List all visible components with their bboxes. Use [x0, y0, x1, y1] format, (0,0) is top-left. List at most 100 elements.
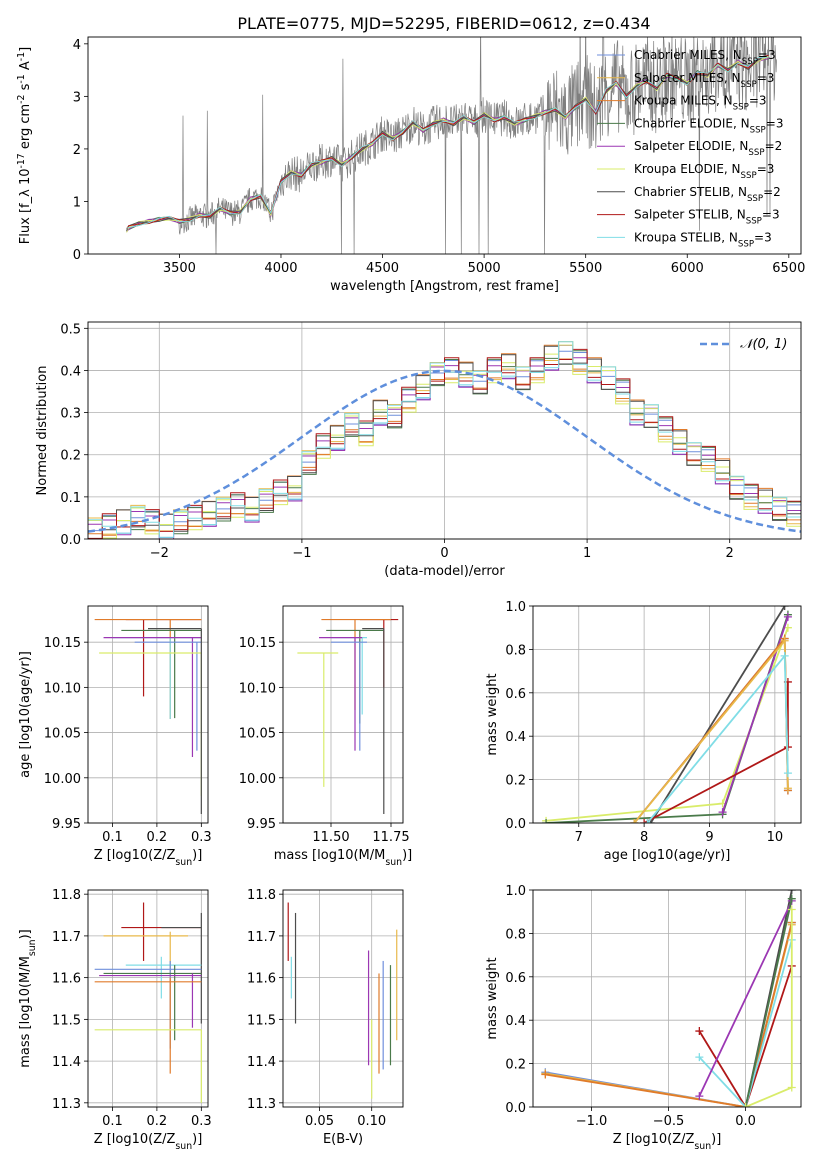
x-tick-label: −0.5 [653, 1114, 685, 1129]
y-tick-label: 0.2 [505, 1058, 526, 1073]
y-tick-label: 0.8 [505, 643, 526, 658]
plot-area [542, 606, 792, 823]
series-line-salpeter_miles [633, 638, 789, 823]
x-tick-label: −1 [292, 546, 311, 561]
y-tick-label: 0.0 [505, 817, 526, 832]
axes-frame [282, 605, 404, 824]
x-tick-label: 10 [767, 830, 784, 845]
x-tick-label: 4500 [366, 261, 399, 276]
y-tick-label: 0.1 [60, 491, 81, 506]
y-tick-label: 10.05 [44, 727, 81, 742]
axes-frame [87, 321, 802, 540]
model-line-kroupa_stelib [126, 56, 769, 229]
y-tick-label: 1.0 [505, 884, 526, 899]
x-tick-label: −1.0 [576, 1114, 608, 1129]
y-tick-label: 10.10 [44, 681, 81, 696]
panel-mass_vs_ebv: 0.05 0.10 11.3 11.4 11.5 11.6 11.7 11.8 E(B-V) [247, 888, 404, 1147]
y-tick-label: 11.8 [52, 888, 81, 903]
point-marker-salpeter_stelib [695, 1027, 704, 1036]
axes-frame [87, 605, 209, 824]
x-axis-label: Z [log10(Z/Zsun)] [613, 1132, 722, 1152]
y-tick-label: 0.0 [60, 533, 81, 548]
y-tick-label: 11.7 [247, 930, 276, 945]
point-marker-chabrier_elodie [542, 819, 551, 823]
x-tick-label: −2 [150, 546, 169, 561]
series-line-chabrier_elodie [744, 898, 793, 1107]
point-marker-salpeter_miles [783, 784, 792, 793]
y-tick-label: 0.2 [505, 774, 526, 789]
normal-curve [88, 369, 801, 533]
y-axis-label: age [log10(age/yr)] [18, 651, 33, 778]
x-axis-label: E(B-V) [323, 1132, 363, 1147]
y-tick-label: 9.95 [247, 817, 276, 832]
point-marker-kroupa_stelib [780, 651, 789, 660]
legend-label: Kroupa MILES, NSSP=3 [634, 94, 767, 113]
y-tick-label: 0.4 [60, 364, 81, 379]
series-line-kroupa_miles [545, 922, 793, 1107]
point-marker-kroupa_stelib [695, 1053, 704, 1062]
panel-age_vs_Z: 0.1 0.2 0.3 9.95 10.00 10.05 10.10 10.15 Z [log1… [18, 605, 212, 868]
x-tick-label: 11.50 [312, 830, 349, 845]
plot-area [287, 902, 398, 1099]
y-tick-label: 0.0 [505, 1101, 526, 1116]
point-marker-chabrier_elodie [787, 894, 796, 903]
point-marker-salpeter_stelib [640, 819, 649, 823]
y-tick-label: 10.00 [44, 772, 81, 787]
legend-label: Kroupa STELIB, NSSP=3 [634, 230, 772, 249]
axes-frame [532, 605, 802, 824]
y-tick-label: 10.15 [239, 636, 276, 651]
y-tick-label: 11.4 [52, 1055, 81, 1070]
plot-area [297, 618, 399, 814]
y-tick-label: 3 [73, 90, 81, 105]
x-tick-label: 0.05 [305, 1114, 334, 1129]
x-tick-label: 6500 [772, 261, 805, 276]
plot-area [88, 341, 801, 539]
point-marker-kroupa_elodie [787, 1083, 796, 1092]
point-marker-kroupa_stelib [643, 819, 652, 823]
x-tick-label: 0.1 [102, 1114, 123, 1129]
y-tick-label: 11.6 [52, 972, 81, 987]
legend-label: Chabrier ELODIE, NSSP=3 [634, 116, 783, 135]
panel-mass_vs_Z: 0.1 0.2 0.3 11.3 11.4 11.5 11.6 11.7 11.8 Z [log1… [18, 888, 212, 1151]
y-tick-label: 1.0 [505, 600, 526, 615]
y-tick-label: 9.95 [52, 817, 81, 832]
y-tick-label: 10.10 [239, 681, 276, 696]
y-axis-label: mass weight [485, 673, 500, 755]
y-tick-label: 0.2 [60, 449, 81, 464]
x-tick-label: 11.75 [372, 830, 409, 845]
x-tick-label: 0 [440, 546, 448, 561]
y-tick-label: 0.4 [505, 1014, 526, 1029]
y-tick-label: 11.5 [247, 1013, 276, 1028]
series-line-salpeter_stelib [698, 965, 793, 1107]
point-marker-kroupa_elodie [787, 905, 796, 914]
point-marker-salpeter_miles [630, 819, 639, 823]
y-tick-label: 11.3 [247, 1097, 276, 1112]
y-tick-label: 10.05 [239, 727, 276, 742]
series-line-chabrier_elodie [546, 614, 789, 823]
y-axis-label: Flux [f_λ 10-17 erg cm-2 s-1 A-1] [16, 47, 34, 244]
legend-label: Salpeter STELIB, NSSP=3 [634, 208, 780, 227]
point-marker-kroupa_stelib [783, 769, 792, 778]
x-tick-label: 6000 [671, 261, 704, 276]
x-tick-label: 0.3 [191, 830, 212, 845]
plot-area [541, 890, 796, 1107]
legend-label: 𝒩(0, 1) [740, 337, 787, 352]
point-marker-kroupa_elodie [783, 623, 792, 632]
x-tick-label: 0.3 [191, 1114, 212, 1129]
series-line-kroupa_stelib [698, 939, 793, 1107]
y-tick-label: 11.5 [52, 1013, 81, 1028]
plot-area [94, 618, 202, 814]
y-tick-label: 1 [73, 195, 81, 210]
x-axis-label: mass [log10(M/Msun)] [274, 848, 413, 868]
y-axis-label: Normed distribution [35, 366, 50, 496]
point-marker-salpeter_elodie [718, 808, 727, 817]
point-marker-chabrier_stelib [780, 606, 789, 610]
point-marker-salpeter_elodie [695, 1092, 704, 1101]
legend-label: Chabrier STELIB, NSSP=2 [634, 185, 781, 204]
x-tick-label: 1 [583, 546, 591, 561]
x-tick-label: 9 [705, 830, 713, 845]
y-tick-label: 11.3 [52, 1097, 81, 1112]
x-axis-label: Z [log10(Z/Zsun)] [94, 848, 203, 868]
x-tick-label: 7 [575, 830, 583, 845]
y-axis-label: mass weight [485, 957, 500, 1039]
